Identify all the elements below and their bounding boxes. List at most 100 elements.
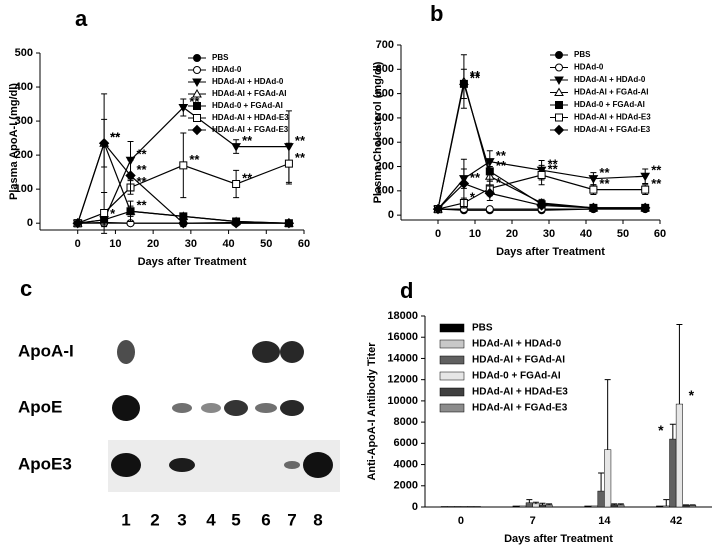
error-bar [598,472,605,492]
y-tick-label: 14000 [387,352,418,364]
bar [519,505,527,508]
significance: * [689,387,695,403]
panel-label: b [430,1,443,26]
error-bar [546,503,553,505]
y-axis-label: Plasma ApoA-I (mg/dl) [8,83,20,200]
legend-swatch [439,403,465,413]
blot-band [201,403,221,413]
bar [662,505,670,508]
x-tick-label: 50 [260,238,272,250]
x-tick-label: 30 [185,238,197,250]
significance: * [658,422,664,438]
marker [484,188,496,199]
legend-label: HDAd-AI + FGAd-AI [574,88,648,97]
significance: ** [496,158,507,173]
marker [536,200,547,211]
significance: ** [137,198,148,213]
y-tick-label: 600 [376,63,394,75]
bar [584,505,592,508]
series-line [437,174,646,210]
legend-label: HDAd-0 [212,65,242,74]
lane-label: 5 [231,510,240,529]
legend-swatch [439,339,465,349]
y-tick-label: 0 [27,217,33,229]
blot-band [280,341,304,363]
blot-band [252,341,280,363]
marker [125,170,136,181]
marker [589,185,598,194]
y-tick-label: 12000 [387,374,418,386]
y-tick-label: 300 [376,136,394,148]
blot-band [224,400,248,416]
error-bar [663,499,670,506]
marker [232,180,241,189]
x-tick-label: 40 [222,238,234,250]
significance: ** [651,163,662,178]
legend-swatch [439,387,465,397]
lane-label: 2 [150,510,159,529]
legend-marker [555,101,563,109]
blot-band [117,340,135,364]
blot-row-label: ApoE3 [18,454,72,473]
y-axis-label: Plasma Cholesterol (mg/dl) [372,61,384,203]
legend-marker [555,63,563,72]
legend-label: HDAd-AI + FGAd-E3 [472,403,568,414]
x-tick-label: 50 [617,228,629,240]
x-tick-label: 30 [543,228,555,240]
legend-marker [193,54,201,62]
x-tick-label: 10 [109,238,121,250]
legend-label: HDAd-AI + FGAd-AI [472,355,565,366]
legend-label: HDAd-AI + HDAd-E3 [212,113,289,122]
marker [178,103,189,113]
series-line [77,210,289,224]
legend-marker [192,78,202,88]
y-tick-label: 10000 [387,395,418,407]
lane-label: 1 [121,510,130,529]
significance: ** [242,133,253,148]
y-tick-label: 400 [376,112,394,124]
error-bar [676,323,683,405]
significance: ** [651,176,662,191]
lane-label: 6 [261,510,270,529]
series-line [437,182,646,210]
blot-row-label: ApoA-I [18,341,74,360]
legend-label: HDAd-AI + HDAd-0 [472,339,562,350]
bar [538,504,547,508]
blot-band [112,395,140,421]
legend-label: HDAd-0 + FGAd-AI [574,100,645,109]
marker [100,208,109,217]
y-tick-label: 16000 [387,331,418,343]
significance: ** [470,68,481,83]
y-tick-label: 200 [15,149,33,161]
x-tick-label: 60 [298,238,310,250]
x-tick-label: 0 [435,228,441,240]
legend-label: HDAd-AI + FGAd-E3 [212,125,289,134]
blot-band [303,452,333,478]
legend-label: HDAd-0 [574,63,604,72]
legend-label: HDAd-0 + FGAd-AI [212,101,283,110]
significance: ** [470,70,481,85]
error-bar [539,502,546,505]
panel-label: c [20,276,32,301]
x-tick-label: 20 [506,228,518,240]
significance: ** [548,161,559,176]
y-tick-label: 700 [376,39,394,51]
y-tick-label: 300 [15,115,33,127]
y-tick-label: 6000 [394,437,418,449]
y-tick-label: 500 [15,47,33,59]
legend-marker [193,66,201,74]
x-tick-label: 20 [147,238,159,250]
x-axis-label: Days after Treatment [496,246,605,258]
marker [459,79,468,88]
legend-marker [191,124,203,136]
y-tick-label: 500 [376,88,394,100]
bar [440,506,448,508]
marker [230,217,242,229]
x-tick-label: 40 [580,228,592,240]
legend-label: PBS [472,323,493,334]
bar [467,506,475,508]
significance: ** [295,133,306,148]
error-bar [617,503,624,505]
error-bar [682,504,689,506]
